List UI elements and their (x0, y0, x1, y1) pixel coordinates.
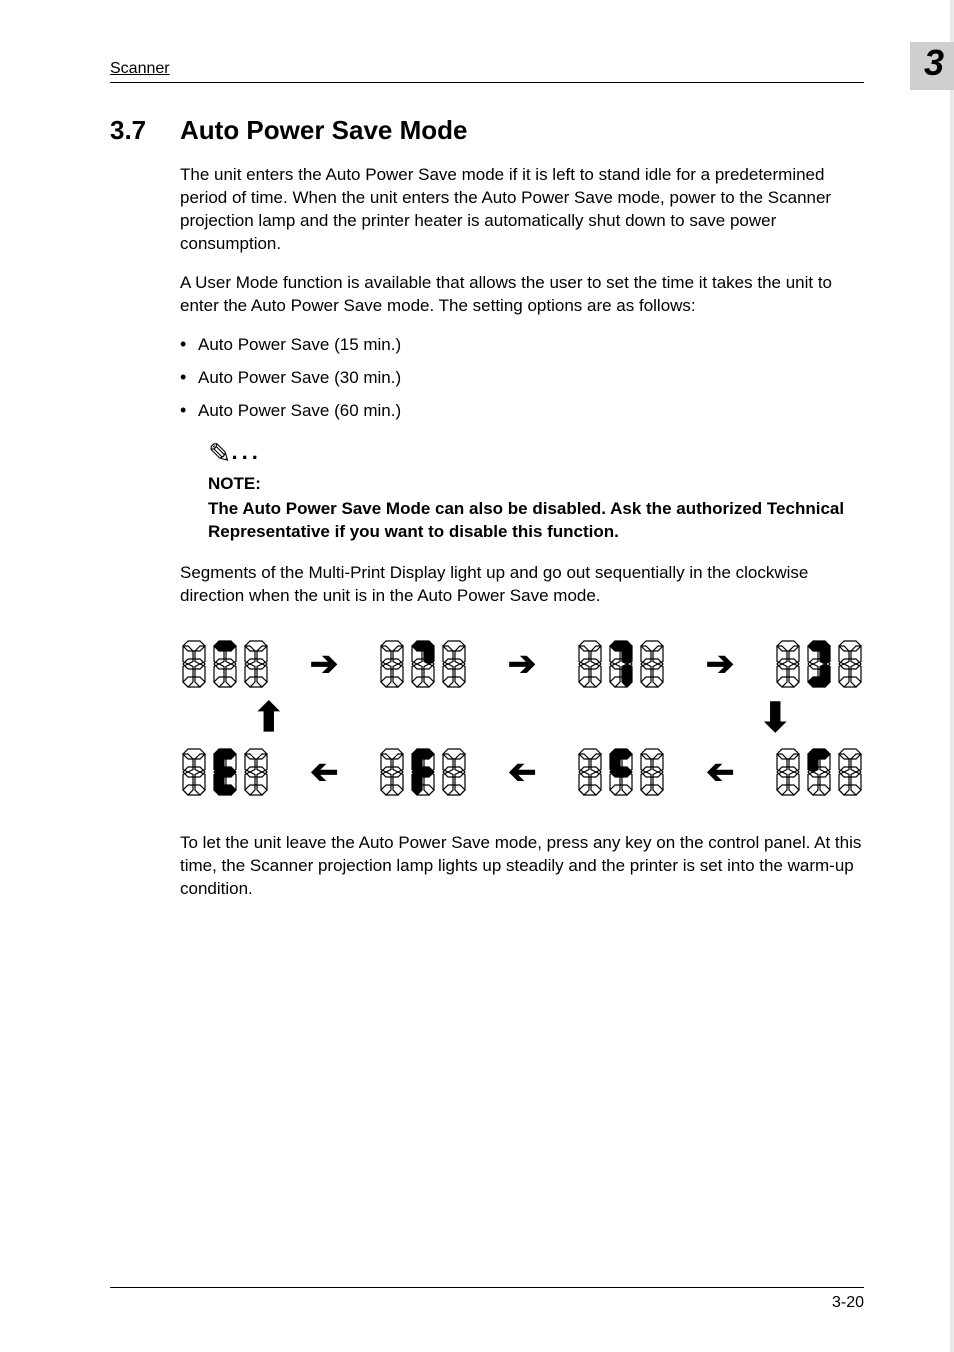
seven-seg-digit (638, 746, 666, 798)
arrow-icon: ⬇ (758, 698, 792, 738)
seven-seg-digit (440, 638, 468, 690)
seven-seg-digit (242, 638, 270, 690)
seven-seg-digit (576, 638, 604, 690)
section-title: Auto Power Save Mode (180, 115, 468, 145)
seven-seg-digit (409, 638, 437, 690)
seven-seg-digit (607, 746, 635, 798)
paragraph: To let the unit leave the Auto Power Sav… (180, 832, 864, 901)
section-number: 3.7 (110, 115, 180, 146)
list-item: Auto Power Save (60 min.) (180, 400, 864, 423)
note-block: ✎... NOTE: The Auto Power Save Mode can … (208, 440, 864, 544)
seven-seg-digit (242, 746, 270, 798)
seven-seg-digit (378, 746, 406, 798)
seven-segment-diagram: ➔➔➔⬆⬇➔➔➔ (180, 638, 864, 798)
seven-seg-digit (607, 638, 635, 690)
diagram-row-middle: ⬆⬇ (180, 690, 864, 746)
paragraph: A User Mode function is available that a… (180, 272, 864, 318)
seven-seg-digit (180, 746, 208, 798)
running-head-left: Scanner (110, 60, 170, 78)
chapter-number: 3 (924, 42, 944, 84)
scan-edge (950, 0, 954, 1352)
arrow-icon: ➔ (508, 755, 537, 789)
diagram-row-bottom: ➔ ➔ ➔ (180, 746, 864, 798)
note-title: NOTE: (208, 473, 864, 496)
page-number: 3-20 (832, 1294, 864, 1311)
list-item: Auto Power Save (15 min.) (180, 334, 864, 357)
seven-seg-digit (440, 746, 468, 798)
bullet-list: Auto Power Save (15 min.) Auto Power Sav… (180, 334, 864, 423)
segment-group (576, 638, 666, 690)
seven-seg-digit (409, 746, 437, 798)
segment-group (576, 746, 666, 798)
arrow-icon: ➔ (310, 647, 339, 681)
segment-group (774, 638, 864, 690)
section-heading: 3.7Auto Power Save Mode (110, 115, 864, 146)
arrow-icon: ➔ (706, 647, 735, 681)
seven-seg-digit (180, 638, 208, 690)
arrow-icon: ➔ (706, 755, 735, 789)
list-item: Auto Power Save (30 min.) (180, 367, 864, 390)
seven-seg-digit (836, 746, 864, 798)
seven-seg-digit (638, 638, 666, 690)
seven-seg-digit (378, 638, 406, 690)
note-icon: ✎ (208, 440, 231, 468)
arrow-icon: ➔ (310, 755, 339, 789)
paragraph: Segments of the Multi-Print Display ligh… (180, 562, 864, 608)
seven-seg-digit (211, 746, 239, 798)
page-footer: 3-20 (110, 1287, 864, 1312)
arrow-icon: ➔ (508, 647, 537, 681)
seven-seg-digit (805, 638, 833, 690)
paragraph: The unit enters the Auto Power Save mode… (180, 164, 864, 256)
segment-group (180, 638, 270, 690)
seven-seg-digit (805, 746, 833, 798)
seven-seg-digit (774, 638, 802, 690)
seven-seg-digit (576, 746, 604, 798)
segment-group (180, 746, 270, 798)
seven-seg-digit (774, 746, 802, 798)
seven-seg-digit (211, 638, 239, 690)
segment-group (378, 746, 468, 798)
running-head: Scanner (110, 60, 864, 83)
arrow-icon: ⬆ (252, 698, 286, 738)
diagram-row-top: ➔ ➔ ➔ (180, 638, 864, 690)
segment-group (378, 638, 468, 690)
seven-seg-digit (836, 638, 864, 690)
segment-group (774, 746, 864, 798)
note-text: The Auto Power Save Mode can also be dis… (208, 498, 864, 544)
note-dots: ... (231, 439, 261, 464)
